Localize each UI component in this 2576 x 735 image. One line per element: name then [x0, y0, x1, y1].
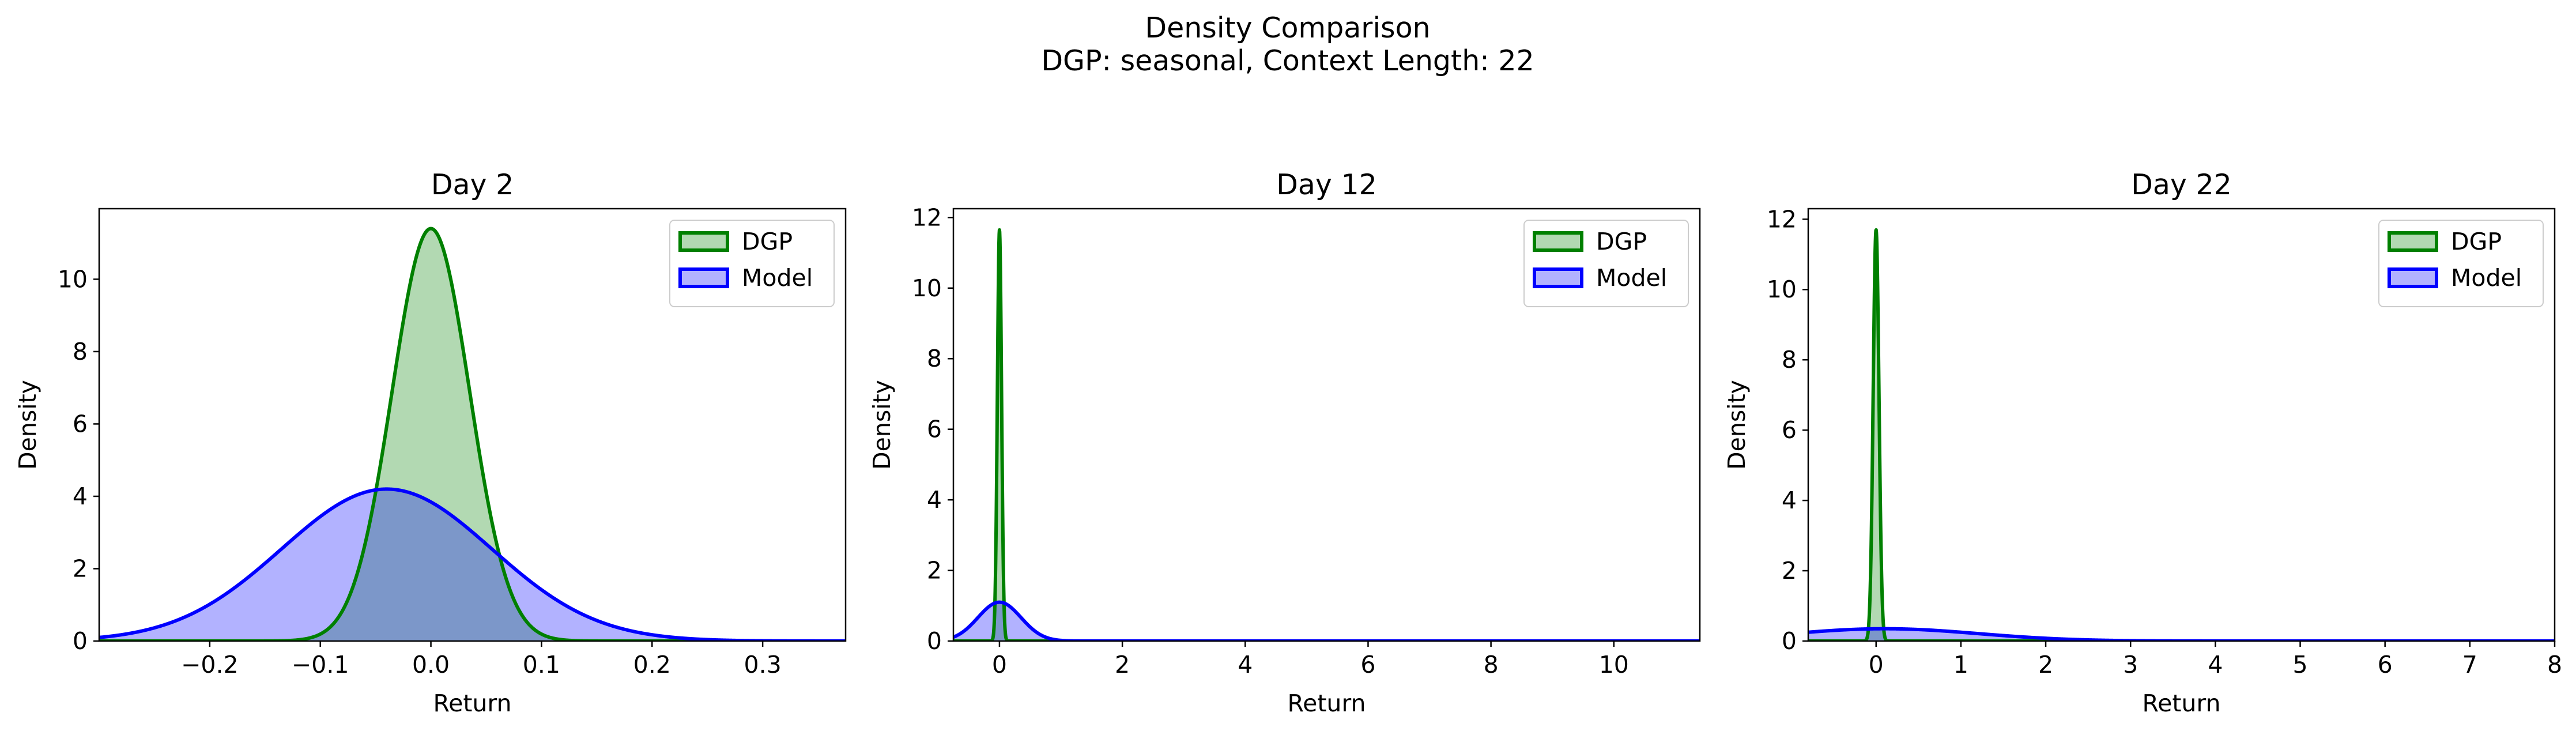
y-axis-label: Density	[14, 380, 42, 470]
x-tick-label: 0	[1869, 651, 1884, 679]
x-tick-label: 4	[1238, 651, 1253, 679]
y-tick-label: 6	[73, 410, 88, 438]
x-tick-label: 4	[2208, 651, 2223, 679]
model-legend-label: Model	[2451, 264, 2522, 292]
panel-1: −0.2 −0.1 0.0 0.1 0.2 0.3 0 2 4 6 8 10 Day 2 Return De…	[14, 168, 847, 717]
y-tick-label: 0	[73, 627, 88, 655]
y-tick-label: 4	[73, 483, 88, 510]
y-tick-label: 8	[73, 338, 88, 365]
x-tick-label: 3	[2123, 651, 2138, 679]
x-tick-label: 0.2	[633, 651, 671, 679]
x-axis-label: Return	[433, 689, 511, 717]
x-tick-label: 8	[1484, 651, 1499, 679]
dgp-legend-swatch	[2388, 231, 2438, 252]
model-density-fill	[953, 602, 1700, 641]
x-axis-label: Return	[2142, 689, 2220, 717]
x-tick-label: 2	[2038, 651, 2053, 679]
x-tick-label: 1	[1953, 651, 1968, 679]
y-tick-label: 4	[1782, 487, 1797, 514]
y-tick-label: 2	[927, 557, 942, 585]
y-tick-label: 12	[1767, 205, 1797, 233]
x-tick-label: 0.1	[523, 651, 560, 679]
legend: DGP Model	[2378, 220, 2544, 307]
dgp-density-fill	[99, 228, 846, 641]
y-tick-label: 0	[927, 627, 942, 655]
dgp-legend-label: DGP	[2451, 228, 2502, 255]
y-tick-label: 8	[927, 345, 942, 372]
x-tick-label: 2	[1115, 651, 1130, 679]
x-tick-label: −0.1	[292, 651, 349, 679]
figure-title: Density Comparison	[1145, 12, 1430, 44]
y-axis-label: Density	[868, 380, 896, 470]
x-tick-label: 6	[1360, 651, 1375, 679]
y-tick-label: 6	[927, 416, 942, 443]
y-tick-label: 2	[1782, 557, 1797, 585]
x-tick-label: 5	[2292, 651, 2307, 679]
figure-subtitle: DGP: seasonal, Context Length: 22	[1041, 44, 1534, 77]
x-tick-label: 6	[2378, 651, 2393, 679]
dgp-legend-swatch	[678, 231, 729, 252]
model-density-fill	[1808, 628, 2555, 641]
x-tick-label: −0.2	[181, 651, 239, 679]
x-tick-label: 8	[2547, 651, 2562, 679]
panel-title: Day 12	[1276, 168, 1377, 201]
x-tick-label: 7	[2462, 651, 2477, 679]
x-tick-label: 10	[1599, 651, 1629, 679]
dgp-density-line	[99, 227, 846, 641]
model-legend-label: Model	[1596, 264, 1667, 292]
legend: DGP Model	[1523, 220, 1689, 307]
y-tick-label: 4	[927, 486, 942, 514]
x-tick-label: 0	[992, 651, 1007, 679]
y-axis-label: Density	[1723, 380, 1751, 470]
y-tick-label: 10	[58, 265, 88, 293]
y-tick-label: 0	[1782, 627, 1797, 655]
axes-frame	[1807, 208, 2556, 642]
y-tick-label: 8	[1782, 346, 1797, 374]
model-legend-swatch	[1533, 267, 1583, 288]
model-legend-swatch	[2388, 267, 2438, 288]
model-legend-label: Model	[742, 264, 813, 292]
x-tick-label: 0.3	[744, 651, 782, 679]
plot-area	[99, 227, 846, 641]
axes-frame	[952, 208, 1701, 642]
model-density-fill	[99, 489, 846, 641]
y-tick-label: 2	[73, 555, 88, 582]
y-tick-label: 12	[912, 203, 942, 231]
x-axis-label: Return	[1287, 689, 1366, 717]
x-tick-label: 0.0	[412, 651, 450, 679]
panel-title: Day 2	[431, 168, 514, 201]
axes-frame	[98, 208, 847, 642]
panel-title: Day 22	[2131, 168, 2232, 201]
y-tick-label: 6	[1782, 416, 1797, 444]
y-tick-label: 10	[912, 274, 942, 302]
dgp-legend-label: DGP	[742, 228, 793, 255]
panel-2: 0 2 4 6 8 10 0 2 4 6 8 10 12 Day 12 Return Density DGP Mo…	[868, 168, 1701, 717]
dgp-legend-swatch	[1533, 231, 1583, 252]
model-density-line	[99, 487, 846, 641]
model-legend-swatch	[678, 267, 729, 288]
dgp-legend-label: DGP	[1596, 228, 1647, 255]
legend: DGP Model	[669, 220, 835, 307]
y-tick-label: 10	[1767, 276, 1797, 303]
